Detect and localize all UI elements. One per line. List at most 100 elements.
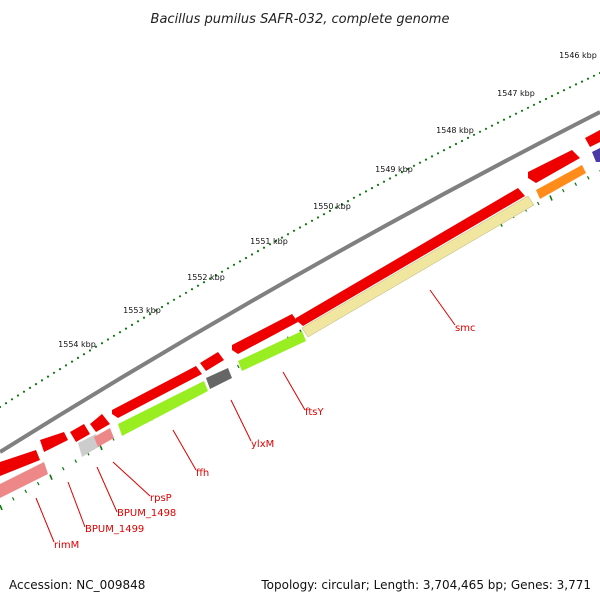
inner-tick — [36, 481, 40, 486]
minor-tick — [112, 334, 116, 337]
gene-labels: smc ftsY ylxM ffh rpsP BPUM_1498 BPUM_14… — [54, 323, 475, 551]
minor-tick — [358, 193, 362, 196]
gene-label-smc[interactable]: smc — [455, 323, 475, 334]
minor-tick — [172, 298, 176, 301]
minor-tick — [226, 267, 230, 270]
accession-footer: Accession: NC_009848 — [9, 578, 145, 592]
map-title: Bacillus pumilus SAFR-032, complete geno… — [151, 12, 450, 27]
category-bar-rpsP[interactable] — [78, 434, 100, 457]
minor-tick — [208, 277, 212, 280]
minor-tick — [448, 146, 452, 149]
minor-tick — [490, 124, 494, 127]
minor-tick — [244, 256, 248, 260]
gene-arrow-rpsP[interactable] — [90, 414, 110, 432]
minor-tick — [508, 115, 512, 118]
minor-tick — [262, 246, 266, 249]
minor-tick — [118, 331, 122, 334]
gene-arrow-top-right[interactable] — [585, 130, 600, 147]
minor-tick — [178, 295, 182, 298]
minor-tick — [166, 302, 170, 305]
category-bar-ylxM[interactable] — [206, 368, 232, 389]
minor-tick-marks — [0, 71, 600, 409]
minor-tick — [70, 360, 74, 363]
gene-label-ylxM[interactable]: ylxM — [251, 439, 274, 450]
minor-tick — [466, 136, 470, 139]
minor-tick — [46, 375, 50, 378]
minor-tick — [532, 103, 536, 106]
gene-arrow-ffh[interactable] — [112, 366, 202, 418]
minor-tick — [430, 155, 434, 158]
gene-label-rimM[interactable]: rimM — [54, 540, 79, 551]
minor-tick — [520, 109, 524, 112]
minor-tick — [322, 213, 326, 216]
minor-tick — [382, 180, 386, 183]
minor-tick — [148, 313, 152, 316]
inner-tick — [561, 188, 565, 193]
minor-tick — [88, 349, 92, 352]
minor-tick — [352, 196, 356, 199]
tick-label: 1546 kbp — [559, 51, 597, 60]
minor-tick — [400, 171, 404, 174]
minor-tick — [550, 94, 554, 98]
minor-tick — [454, 142, 458, 146]
minor-tick — [310, 219, 314, 222]
category-bar-ftsY[interactable] — [238, 331, 306, 371]
minor-tick — [574, 83, 578, 86]
minor-tick — [64, 364, 68, 367]
minor-tick — [442, 149, 446, 152]
inner-tick — [74, 459, 78, 463]
minor-tick — [82, 353, 86, 356]
minor-tick — [286, 233, 290, 236]
gene-label-ftsY[interactable]: ftsY — [305, 407, 324, 418]
category-bar-BPUM_1498[interactable] — [94, 428, 114, 447]
minor-tick — [514, 112, 518, 115]
gene-label-BPUM_1498[interactable]: BPUM_1498 — [117, 508, 176, 519]
gene-arrow-ylxM[interactable] — [200, 352, 224, 371]
gene-label-BPUM_1499[interactable]: BPUM_1499 — [85, 524, 144, 535]
minor-tick — [562, 89, 566, 92]
genome-summary: Topology: circular; Length: 3,704,465 bp… — [261, 578, 591, 592]
minor-tick — [412, 164, 416, 167]
tick-label: 1550 kbp — [313, 202, 351, 211]
inner-tick — [574, 182, 578, 186]
minor-tick — [250, 253, 254, 256]
gene-arrow-smc-upper[interactable] — [296, 188, 525, 326]
category-bar-ffh[interactable] — [118, 381, 208, 436]
minor-tick — [16, 394, 20, 397]
gene-arrow-right-edge[interactable] — [528, 150, 580, 183]
minor-tick — [274, 239, 278, 242]
minor-tick — [76, 356, 80, 359]
category-bar-purple[interactable] — [592, 148, 600, 162]
minor-tick — [130, 323, 134, 326]
tick-label: 1547 kbp — [497, 89, 535, 98]
gene-arrow-rimM[interactable] — [0, 450, 40, 476]
gene-arrow-BPUM_1498[interactable] — [40, 432, 68, 452]
gene-arrow-ftsY[interactable] — [232, 314, 298, 354]
minor-tick — [544, 97, 548, 101]
minor-tick — [160, 305, 164, 309]
minor-tick — [190, 288, 194, 291]
genome-backbone — [0, 110, 600, 454]
gene-label-rpsP[interactable]: rpsP — [150, 493, 172, 504]
minor-tick — [478, 130, 482, 133]
category-track — [0, 148, 600, 498]
minor-tick — [370, 187, 374, 190]
minor-tick — [526, 106, 530, 109]
gene-label-ffh[interactable]: ffh — [196, 468, 209, 479]
minor-tick — [406, 167, 410, 171]
minor-tick — [106, 338, 110, 341]
inner-tick — [49, 474, 53, 480]
minor-tick — [202, 281, 206, 284]
category-bar-orange[interactable] — [536, 165, 586, 199]
minor-tick — [568, 86, 572, 89]
inner-tick — [236, 364, 240, 369]
category-bar-rimM[interactable] — [0, 462, 48, 498]
minor-tick — [238, 260, 242, 263]
minor-tick — [484, 127, 488, 130]
tick-label: 1552 kbp — [187, 273, 225, 282]
accession-label: Accession: — [9, 578, 73, 592]
inner-tick — [99, 444, 103, 451]
accession-value: NC_009848 — [76, 578, 146, 592]
category-bar-smc[interactable] — [301, 195, 535, 338]
gene-arrow-BPUM_1499[interactable] — [70, 424, 90, 442]
